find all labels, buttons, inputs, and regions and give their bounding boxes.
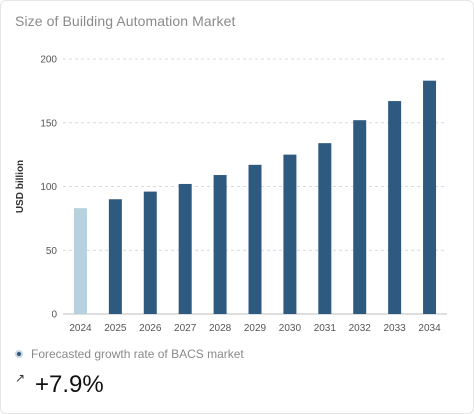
chart-title: Size of Building Automation Market bbox=[15, 13, 236, 29]
x-tick-label: 2024 bbox=[69, 323, 92, 334]
growth-value: +7.9% bbox=[35, 371, 104, 398]
x-tick-label: 2026 bbox=[139, 323, 162, 334]
y-tick-label: 150 bbox=[40, 118, 57, 129]
y-tick-label: 50 bbox=[46, 246, 58, 257]
bar-2027 bbox=[178, 183, 192, 314]
bar-2025 bbox=[108, 199, 122, 314]
bar-2033 bbox=[388, 101, 402, 314]
bar-2029 bbox=[248, 164, 262, 314]
bar-2031 bbox=[318, 143, 332, 314]
growth-rate: ↗ +7.9% bbox=[15, 369, 104, 399]
arrow-up-right-icon: ↗ bbox=[15, 371, 26, 385]
legend-dot-icon bbox=[15, 350, 23, 358]
x-tick-label: 2027 bbox=[174, 323, 197, 334]
legend: Forecasted growth rate of BACS market bbox=[15, 347, 244, 361]
x-tick-label: 2030 bbox=[279, 323, 302, 334]
bar-chart: 0 50 100 150 200 USD billion 2024 2025 2026 2027 2… bbox=[15, 55, 447, 334]
y-tick-label: 200 bbox=[40, 55, 57, 66]
x-tick-label: 2025 bbox=[104, 323, 127, 334]
x-tick-label: 2032 bbox=[349, 323, 372, 334]
bar-2024 bbox=[73, 208, 87, 314]
y-tick-label: 100 bbox=[40, 182, 57, 193]
bar-2034 bbox=[423, 80, 437, 314]
bar-2032 bbox=[353, 120, 367, 314]
y-axis-label: USD billion bbox=[15, 160, 26, 213]
bar-2028 bbox=[213, 175, 227, 314]
x-tick-label: 2033 bbox=[384, 323, 407, 334]
bar-2030 bbox=[283, 154, 297, 314]
y-tick-label: 0 bbox=[51, 310, 57, 321]
legend-label: Forecasted growth rate of BACS market bbox=[31, 347, 244, 361]
x-tick-label: 2029 bbox=[244, 323, 267, 334]
x-tick-label: 2031 bbox=[314, 323, 337, 334]
x-tick-label: 2034 bbox=[418, 323, 441, 334]
x-tick-label: 2028 bbox=[209, 323, 232, 334]
bar-2026 bbox=[143, 191, 157, 314]
